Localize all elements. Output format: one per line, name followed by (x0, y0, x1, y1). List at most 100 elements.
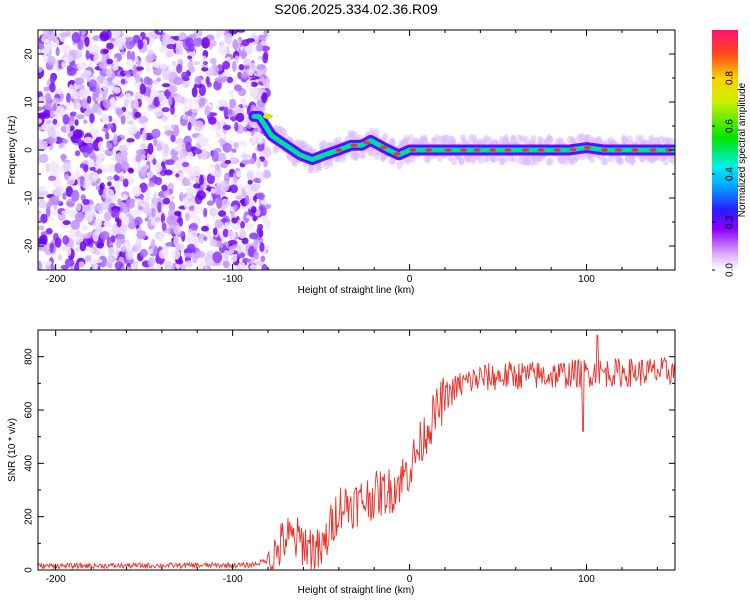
ridge-halo (617, 157, 624, 166)
noise-blob (233, 141, 240, 149)
noise-blob (159, 46, 165, 53)
noise-blob (164, 129, 174, 136)
noise-blob (203, 236, 208, 242)
noise-blob (187, 121, 192, 131)
ridge-halo (662, 157, 669, 166)
noise-blob (219, 180, 230, 192)
noise-blob (176, 63, 183, 74)
x-tick-label: -200 (46, 574, 66, 585)
ridge-halo (585, 133, 592, 142)
noise-blob (114, 162, 123, 174)
noise-blob (61, 153, 66, 163)
noise-blob (188, 66, 196, 73)
noise-blob (84, 36, 90, 47)
noise-blob (212, 227, 218, 236)
noise-blob (249, 232, 259, 240)
noise-blob (46, 30, 55, 41)
noise-blob (39, 153, 49, 164)
noise-blob (109, 37, 116, 42)
noise-blob (132, 260, 139, 270)
noise-blob (111, 30, 121, 39)
noise-blob (183, 96, 188, 107)
noise-blob (209, 207, 218, 217)
noise-blob (75, 169, 80, 178)
x-tick-label: 100 (578, 274, 595, 285)
ridge-halo (458, 157, 465, 166)
noise-blob (101, 115, 110, 124)
noise-blob (244, 44, 254, 56)
noise-blob (46, 42, 51, 55)
noise-blob (216, 152, 227, 162)
noise-blob (250, 81, 259, 87)
noise-blob (254, 95, 262, 101)
noise-blob (170, 134, 176, 143)
noise-blob (147, 256, 155, 268)
ridge-halo (511, 154, 518, 163)
noise-blob (209, 65, 214, 77)
noise-blob (190, 222, 199, 231)
noise-blob (75, 102, 81, 111)
noise-blob (45, 206, 51, 218)
ridge-halo (451, 157, 458, 166)
noise-blob (257, 55, 264, 61)
noise-blob (246, 170, 254, 181)
noise-blob (52, 118, 58, 125)
noise-blob (99, 182, 105, 191)
noise-blob (241, 237, 249, 245)
noise-blob (38, 139, 45, 150)
noise-blob (243, 58, 251, 66)
noise-blob (232, 39, 239, 50)
noise-blob (191, 112, 196, 119)
y-tick-label: 0 (24, 147, 35, 153)
noise-blob (182, 76, 190, 82)
noise-blob (257, 223, 264, 230)
noise-blob (196, 264, 203, 270)
noise-blob (262, 78, 270, 87)
ridge-halo (460, 134, 467, 143)
noise-blob (259, 199, 269, 205)
noise-blob (165, 50, 174, 58)
noise-blob (230, 255, 238, 263)
noise-blob (229, 157, 238, 165)
noise-blob (209, 238, 218, 247)
snr-x-label: Height of straight line (km) (298, 585, 415, 596)
noise-blob (227, 239, 238, 246)
noise-blob (153, 68, 162, 76)
ridge-hotspot (665, 148, 673, 152)
noise-blob (134, 131, 141, 140)
noise-blob (99, 231, 110, 240)
ridge-hotspot (263, 113, 274, 119)
noise-blob (114, 261, 123, 270)
noise-blob (130, 50, 136, 62)
noise-blob (107, 181, 112, 187)
noise-blob (202, 60, 209, 66)
noise-blob (135, 154, 142, 163)
noise-blob (80, 30, 87, 36)
ridge-hotspot (553, 148, 561, 152)
ridge-hotspot (489, 148, 497, 152)
noise-blob (209, 163, 216, 169)
snr-background (38, 330, 675, 570)
noise-blob (216, 177, 221, 187)
noise-blob (65, 185, 74, 198)
ridge-hotspot (363, 140, 371, 145)
noise-blob (168, 95, 173, 106)
noise-blob (45, 136, 56, 145)
noise-blob (229, 184, 239, 194)
noise-blob (85, 49, 90, 60)
noise-blob (51, 209, 57, 216)
noise-blob (203, 207, 208, 218)
noise-blob (185, 141, 192, 153)
noise-blob (110, 96, 116, 107)
noise-blob (250, 206, 257, 214)
noise-blob (110, 235, 116, 244)
noise-blob (194, 215, 201, 225)
noise-blob (98, 60, 108, 70)
ridge-halo (489, 154, 496, 163)
noise-blob (136, 60, 142, 67)
noise-blob (64, 31, 71, 37)
noise-blob (194, 76, 203, 85)
noise-blob (84, 210, 94, 223)
